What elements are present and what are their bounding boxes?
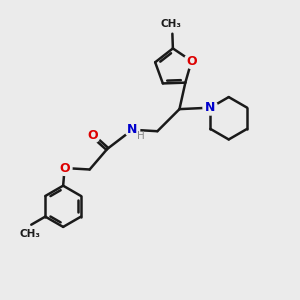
Text: CH₃: CH₃	[160, 19, 182, 29]
Text: O: O	[186, 55, 197, 68]
Text: O: O	[59, 161, 70, 175]
Circle shape	[203, 100, 218, 115]
Text: N: N	[205, 101, 216, 114]
Circle shape	[85, 128, 100, 143]
Text: CH₃: CH₃	[19, 229, 40, 239]
Circle shape	[125, 122, 140, 137]
Text: N: N	[127, 123, 137, 136]
Circle shape	[184, 54, 199, 68]
Text: H: H	[137, 130, 145, 141]
Text: O: O	[87, 129, 98, 142]
Circle shape	[57, 161, 72, 176]
